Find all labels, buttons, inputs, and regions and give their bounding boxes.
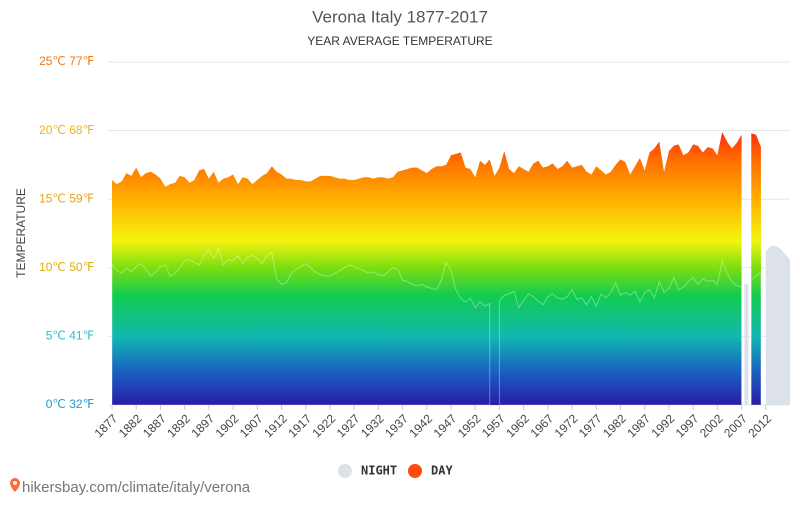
night-area <box>765 245 790 405</box>
x-tick-label: 1917 <box>285 411 314 440</box>
x-tick-label: 1977 <box>576 411 605 440</box>
x-tick-label: 1877 <box>92 411 121 440</box>
x-tick-label: 1882 <box>116 411 145 440</box>
x-tick-label: 1947 <box>431 411 460 440</box>
x-tick-label: 1907 <box>237 411 266 440</box>
x-tick-label: 1937 <box>382 411 411 440</box>
y-tick-label: 15℃ 59℉ <box>39 191 94 205</box>
x-tick-label: 1902 <box>213 411 242 440</box>
y-tick-label: 25℃ 77℉ <box>39 54 94 68</box>
legend-swatch <box>338 464 352 478</box>
y-axis-label: TEMPERATURE <box>14 188 28 278</box>
y-tick-label: 10℃ 50℉ <box>39 260 94 274</box>
chart-subtitle: YEAR AVERAGE TEMPERATURE <box>307 34 492 48</box>
night-area <box>750 270 762 406</box>
x-tick-label: 2012 <box>745 411 774 440</box>
night-area <box>111 247 491 406</box>
x-tick-label: 1887 <box>140 411 169 440</box>
x-tick-label: 1897 <box>188 411 217 440</box>
x-tick-label: 2002 <box>697 411 726 440</box>
x-tick-label: 1962 <box>503 411 532 440</box>
night-area <box>744 284 749 405</box>
x-tick-label: 1997 <box>673 411 702 440</box>
x-tick-label: 1987 <box>624 411 653 440</box>
legend-label: DAY <box>431 464 453 478</box>
x-tick-label: 1912 <box>261 411 290 440</box>
x-tick-label: 2007 <box>721 411 750 440</box>
x-tick-label: 1892 <box>164 411 193 440</box>
x-tick-label: 1942 <box>406 411 435 440</box>
y-tick-label: 20℃ 68℉ <box>39 123 94 137</box>
y-tick-label: 5℃ 41℉ <box>46 329 94 343</box>
x-tick-label: 1982 <box>600 411 629 440</box>
x-tick-label: 1972 <box>552 411 581 440</box>
legend-swatch <box>408 464 422 478</box>
x-tick-label: 1952 <box>455 411 484 440</box>
pin-icon-dot <box>13 481 17 485</box>
chart-title: Verona Italy 1877-2017 <box>312 7 488 26</box>
x-tick-label: 1992 <box>649 411 678 440</box>
x-tick-label: 1957 <box>479 411 508 440</box>
y-tick-label: 0℃ 32℉ <box>46 397 94 411</box>
x-tick-label: 1932 <box>358 411 387 440</box>
x-tick-label: 1922 <box>310 411 339 440</box>
legend-label: NIGHT <box>361 464 397 478</box>
x-tick-label: 1967 <box>527 411 556 440</box>
night-area <box>498 259 743 406</box>
x-tick-label: 1927 <box>334 411 363 440</box>
source: hikersbay.com/climate/italy/verona <box>22 479 251 496</box>
